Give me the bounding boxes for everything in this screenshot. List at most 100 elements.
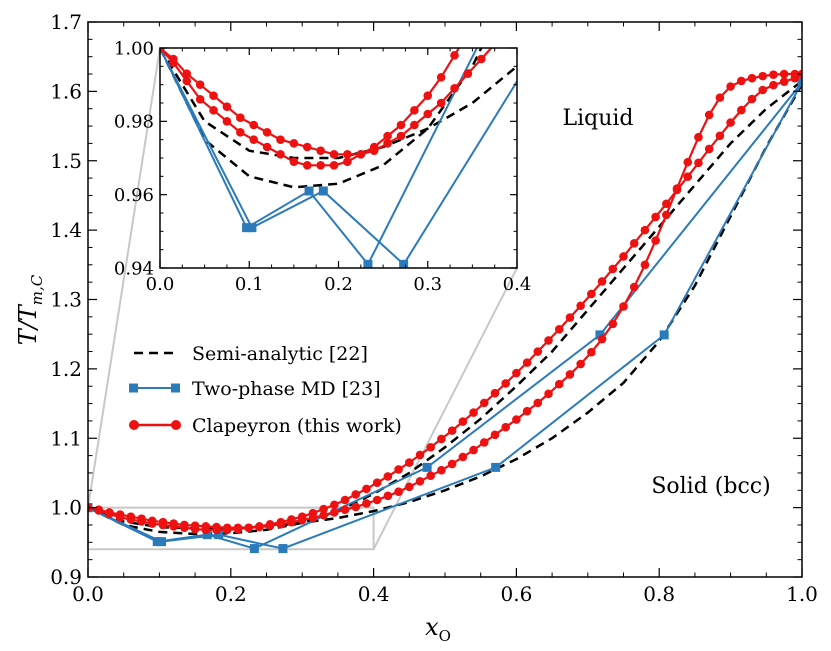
clapeyron-point (244, 523, 253, 533)
y-tick-label: 1.0 (50, 496, 82, 520)
two-phase-md-point (304, 186, 314, 196)
two-phase-md-point (247, 223, 257, 233)
clapeyron-point (522, 358, 532, 367)
two-phase-md-point (157, 537, 167, 547)
clapeyron-point (704, 110, 714, 120)
zoom-connector (372, 267, 518, 550)
x-tick-label: 0.0 (72, 582, 104, 606)
clapeyron-point (405, 458, 414, 467)
clapeyron-point (147, 516, 157, 526)
clapeyron-point (212, 522, 221, 532)
clapeyron-point (504, 22, 513, 31)
x-tick-label: 0.8 (643, 582, 675, 606)
clapeyron-point (715, 93, 725, 102)
clapeyron-point (683, 172, 693, 182)
clapeyron-point (490, 388, 500, 398)
clapeyron-point (289, 139, 299, 148)
clapeyron-point (597, 334, 607, 344)
clapeyron-point (383, 131, 392, 141)
clapeyron-point (222, 117, 232, 126)
clapeyron-point (769, 70, 778, 80)
clapeyron-point (769, 80, 778, 90)
clapeyron-point (672, 184, 682, 193)
two-phase-md-point (363, 259, 373, 268)
clapeyron-point (319, 510, 328, 520)
clapeyron-point (436, 98, 446, 108)
y-tick-label: 0.9 (50, 565, 82, 589)
clapeyron-point (169, 54, 178, 64)
clapeyron-point (195, 80, 205, 89)
y-tick-label: 1.4 (50, 218, 82, 242)
two-phase-md-point (659, 330, 669, 340)
clapeyron-point (362, 499, 371, 508)
clapeyron-point (369, 146, 379, 155)
clapeyron-point (619, 302, 628, 311)
main-axis-ticks: 0.0 0.2 0.4 0.6 0.8 1.0 0.9 1.0 1.1 1.2 1.3 1.4 1.5 1… (50, 10, 818, 606)
clapeyron-point (276, 519, 286, 529)
semi-analytic-solidus-line (160, 48, 517, 160)
clapeyron-point (554, 379, 564, 389)
clapeyron-point (405, 482, 414, 492)
chart-legend: Semi-analytic [22] Two-phase MD [23] Cla… (129, 343, 402, 437)
clapeyron-point (477, 54, 486, 64)
clapeyron-point (195, 95, 205, 104)
clapeyron-point (490, 430, 500, 440)
clapeyron-point (201, 522, 211, 531)
clapeyron-point (587, 347, 596, 357)
clapeyron-point (383, 139, 392, 148)
clapeyron-point (222, 523, 232, 533)
clapeyron-point (372, 495, 382, 505)
clapeyron-point (423, 91, 433, 100)
clapeyron-point (415, 450, 425, 460)
clapeyron-point (396, 120, 406, 130)
y-tick-label: 0.94 (114, 258, 154, 279)
x-tick-label: 0.4 (358, 582, 390, 606)
clapeyron-point (533, 347, 543, 356)
clapeyron-point (790, 69, 800, 79)
clapeyron-point (629, 282, 639, 292)
x-tick-label: 0.4 (503, 274, 532, 295)
clapeyron-point (779, 77, 789, 86)
two-phase-md-point (202, 530, 212, 540)
clapeyron-point (576, 359, 585, 369)
clapeyron-point (169, 519, 178, 528)
y-tick-label: 1.5 (50, 149, 82, 173)
clapeyron-point (522, 406, 532, 416)
clapeyron-point (640, 225, 650, 235)
y-tick-label: 0.98 (114, 112, 154, 133)
clapeyron-point (249, 120, 259, 130)
clapeyron-point (640, 260, 650, 270)
clapeyron-point (694, 132, 703, 142)
clapeyron-point (343, 150, 352, 159)
two-phase-md-point (214, 530, 224, 540)
y-tick-label: 0.96 (114, 185, 154, 206)
clapeyron-point (501, 379, 510, 388)
clapeyron-point (262, 142, 272, 152)
x-axis-label-subscript: O (439, 627, 451, 645)
clapeyron-point (182, 69, 192, 78)
clapeyron-point (265, 521, 275, 530)
clapeyron-point (115, 510, 125, 519)
clapeyron-point (737, 105, 746, 115)
clapeyron-point (565, 313, 575, 322)
zoom-connector (87, 47, 161, 508)
clapeyron-point (137, 514, 146, 524)
clapeyron-point (479, 438, 489, 447)
clapeyron-point (190, 521, 200, 530)
clapeyron-point (329, 161, 339, 170)
clapeyron-point (683, 157, 693, 167)
clapeyron-point (343, 157, 352, 166)
inset-plot: 0.0 0.1 0.2 0.3 0.4 0.94 0.96 0.98 1.00 (114, 22, 532, 295)
y-tick-label: 1.6 (50, 79, 82, 103)
y-tick-label: 1.00 (114, 38, 154, 59)
clapeyron-point (458, 452, 468, 462)
clapeyron-point (356, 150, 366, 159)
clapeyron-point (426, 442, 436, 452)
clapeyron-point (423, 109, 433, 119)
clapeyron-point (565, 370, 575, 379)
clapeyron-point (316, 146, 325, 155)
clapeyron-point (747, 73, 757, 83)
clapeyron-point (447, 426, 457, 435)
y-tick-label: 1.1 (50, 426, 82, 450)
two-phase-md-point (491, 462, 501, 472)
